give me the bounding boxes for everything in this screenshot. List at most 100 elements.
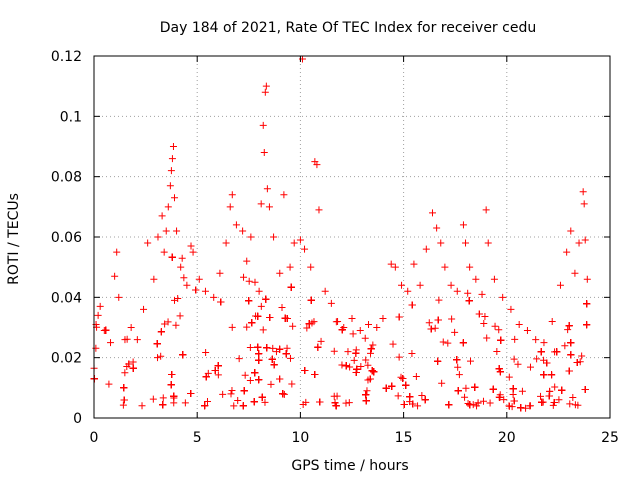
data-point	[240, 273, 248, 281]
data-point	[287, 283, 295, 291]
data-point	[550, 398, 558, 406]
data-point-peak	[507, 305, 515, 313]
data-point	[280, 390, 288, 398]
data-point	[434, 357, 442, 365]
data-point-peak	[167, 167, 175, 175]
data-point	[496, 368, 504, 376]
data-point-peak	[263, 185, 271, 193]
data-point	[202, 348, 210, 356]
data-point-peak	[162, 227, 170, 235]
data-point-peak	[115, 293, 123, 301]
data-point	[439, 338, 447, 346]
data-point-peak	[453, 287, 461, 295]
data-point	[406, 393, 414, 401]
data-point	[283, 344, 291, 352]
data-point-peak	[173, 227, 181, 235]
data-point	[120, 396, 128, 404]
data-point	[362, 391, 370, 399]
data-point	[461, 393, 469, 401]
data-point	[514, 360, 522, 368]
y-axis-title: ROTI / TECUs	[6, 193, 22, 285]
data-point	[317, 337, 325, 345]
data-point-peak	[100, 327, 108, 335]
data-point	[444, 339, 452, 347]
data-point	[459, 339, 467, 347]
y-tick-label: 0.04	[51, 290, 82, 306]
data-point	[427, 325, 435, 333]
data-point	[495, 326, 503, 334]
data-point-peak	[259, 121, 267, 129]
data-point	[270, 361, 278, 369]
data-point	[303, 324, 311, 332]
data-point	[338, 361, 346, 369]
data-point	[255, 350, 263, 358]
data-point-peak	[391, 263, 399, 271]
data-point	[119, 401, 127, 409]
data-point	[279, 390, 287, 398]
data-point	[168, 253, 176, 261]
data-point	[466, 357, 474, 365]
data-point	[235, 355, 243, 363]
data-point-peak	[276, 269, 284, 277]
data-point	[261, 398, 269, 406]
data-point	[350, 356, 358, 364]
data-point	[267, 380, 275, 388]
data-point	[389, 340, 397, 348]
data-point	[400, 400, 408, 408]
data-point	[491, 322, 499, 330]
data-point-peak	[581, 236, 589, 244]
data-point	[510, 397, 518, 405]
data-point	[431, 324, 439, 332]
x-tick-label: 20	[498, 430, 516, 446]
data-point-peak	[169, 143, 177, 150]
data-point	[367, 349, 375, 357]
data-point-peak	[296, 236, 304, 244]
data-point-peak	[168, 155, 176, 163]
x-axis-title: GPS time / hours	[291, 458, 408, 474]
data-point-peak	[484, 239, 492, 247]
data-point	[161, 320, 169, 328]
data-point-peak	[462, 239, 470, 247]
data-point	[511, 335, 519, 343]
data-point-peak	[433, 224, 441, 232]
data-point-peak	[232, 221, 240, 229]
data-point	[240, 387, 248, 395]
data-point	[466, 401, 474, 409]
data-point	[505, 373, 513, 381]
data-point	[305, 320, 313, 328]
data-point-peak	[111, 272, 119, 280]
data-point-peak	[540, 339, 548, 347]
data-point-peak	[387, 260, 395, 268]
data-point	[564, 326, 572, 334]
axis-ticks: 0 5 10 15 20 25 0 0.02 0.04 0.06 0.08 0.1 0.12	[51, 49, 619, 446]
data-point-peak	[556, 281, 564, 289]
data-point	[276, 345, 284, 353]
x-tick-label: 25	[601, 430, 619, 446]
data-point	[545, 392, 553, 400]
data-point	[167, 381, 175, 389]
data-point	[245, 297, 253, 305]
data-point	[180, 274, 188, 282]
data-point	[170, 392, 178, 400]
data-point	[276, 375, 284, 383]
data-point-peak	[158, 212, 166, 220]
data-point	[120, 384, 128, 392]
data-point-peak	[270, 233, 278, 241]
y-tick-label: 0.06	[51, 230, 82, 246]
data-point	[533, 355, 541, 363]
x-tick-label: 10	[291, 430, 309, 446]
data-point-peak	[307, 263, 315, 271]
data-point	[149, 395, 157, 403]
data-point	[105, 380, 113, 388]
data-point-peak	[247, 233, 255, 241]
data-point	[307, 296, 315, 304]
data-point-peak	[447, 281, 455, 289]
data-point-peak	[195, 275, 203, 283]
data-point	[583, 321, 591, 329]
data-point	[518, 387, 526, 395]
data-point	[489, 385, 497, 393]
data-point	[548, 371, 556, 379]
data-point	[203, 397, 211, 405]
data-point	[493, 348, 501, 356]
data-point	[228, 323, 236, 331]
